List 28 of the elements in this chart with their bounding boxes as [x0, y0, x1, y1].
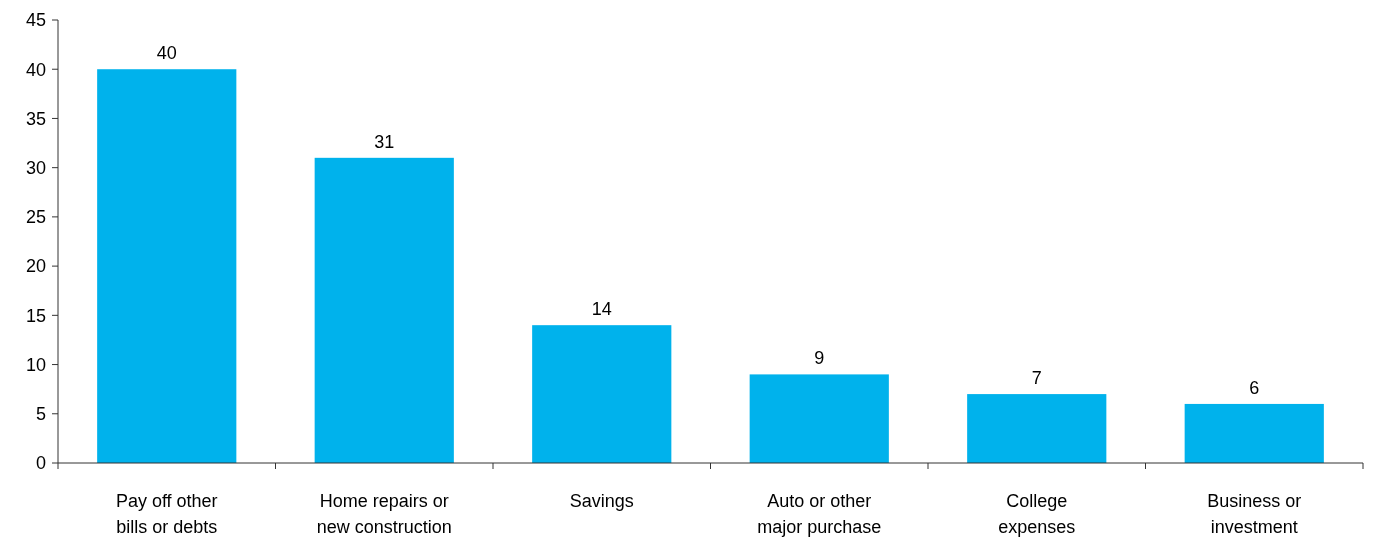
y-tick-label: 10 — [25, 354, 46, 375]
data-label: 7 — [1031, 368, 1042, 389]
y-tick-label: 0 — [35, 453, 46, 474]
bar — [749, 374, 889, 463]
data-label: 14 — [591, 299, 612, 320]
bar — [967, 394, 1107, 463]
data-label: 40 — [156, 43, 177, 64]
bar — [97, 69, 237, 463]
x-tick-label: Home repairs or new construction — [316, 491, 452, 537]
y-tick-label: 35 — [25, 108, 46, 129]
data-label: 9 — [814, 348, 825, 369]
x-tick-label: Pay off other bills or debts — [115, 491, 218, 537]
x-tick-label: College expenses — [998, 491, 1076, 537]
y-tick-label: 45 — [25, 10, 46, 31]
y-tick-label: 5 — [35, 404, 46, 425]
x-tick-label: Business or investment — [1207, 491, 1302, 537]
y-tick-label: 40 — [25, 59, 46, 80]
data-label: 31 — [374, 131, 395, 152]
bar — [1184, 403, 1324, 463]
y-tick-label: 25 — [25, 207, 46, 228]
x-tick-label: Savings — [569, 491, 634, 511]
bar — [314, 157, 454, 463]
y-tick-label: 15 — [25, 305, 46, 326]
y-tick-label: 30 — [25, 157, 46, 178]
y-tick-label: 20 — [25, 256, 46, 277]
data-label: 6 — [1249, 377, 1260, 398]
bar — [532, 325, 672, 463]
x-tick-label: Auto or other major purchase — [757, 491, 882, 537]
